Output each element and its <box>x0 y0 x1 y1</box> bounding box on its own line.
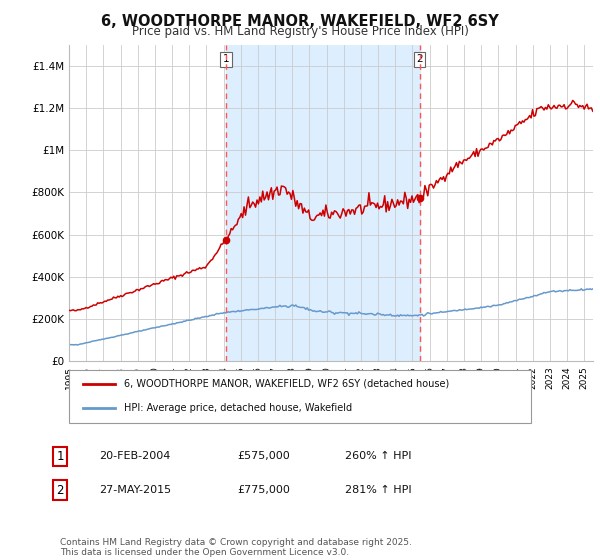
Bar <box>226 45 419 361</box>
Text: Contains HM Land Registry data © Crown copyright and database right 2025.
This d: Contains HM Land Registry data © Crown c… <box>60 538 412 557</box>
Text: HPI: Average price, detached house, Wakefield: HPI: Average price, detached house, Wake… <box>124 403 353 413</box>
Text: 2: 2 <box>56 483 64 497</box>
Text: 20-FEB-2004: 20-FEB-2004 <box>99 451 170 461</box>
Text: 1: 1 <box>223 54 229 64</box>
Text: 1: 1 <box>56 450 64 463</box>
Text: 27-MAY-2015: 27-MAY-2015 <box>99 485 171 495</box>
Text: 6, WOODTHORPE MANOR, WAKEFIELD, WF2 6SY: 6, WOODTHORPE MANOR, WAKEFIELD, WF2 6SY <box>101 14 499 29</box>
Text: 260% ↑ HPI: 260% ↑ HPI <box>345 451 412 461</box>
Text: £775,000: £775,000 <box>237 485 290 495</box>
Text: 281% ↑ HPI: 281% ↑ HPI <box>345 485 412 495</box>
Text: £575,000: £575,000 <box>237 451 290 461</box>
Text: Price paid vs. HM Land Registry's House Price Index (HPI): Price paid vs. HM Land Registry's House … <box>131 25 469 38</box>
Text: 2: 2 <box>416 54 423 64</box>
Text: 6, WOODTHORPE MANOR, WAKEFIELD, WF2 6SY (detached house): 6, WOODTHORPE MANOR, WAKEFIELD, WF2 6SY … <box>124 379 449 389</box>
